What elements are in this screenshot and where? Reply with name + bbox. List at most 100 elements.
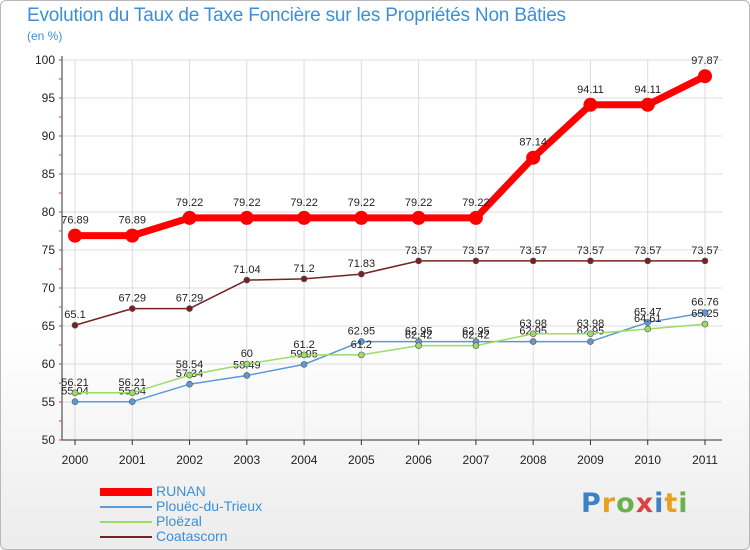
data-point-runan xyxy=(125,228,140,243)
y-tick-label: 80 xyxy=(42,205,56,219)
data-label-plo-zal: 63.98 xyxy=(519,318,547,330)
data-label-coatascorn: 73.57 xyxy=(519,245,547,257)
data-point-plou-c-du-trieux xyxy=(529,338,537,345)
data-point-plou-c-du-trieux xyxy=(128,398,136,405)
data-point-runan xyxy=(583,97,598,112)
x-tick-label: 2004 xyxy=(291,453,318,467)
data-label-runan: 87.14 xyxy=(519,137,547,149)
x-tick-label: 2005 xyxy=(348,453,375,467)
y-tick-label: 75 xyxy=(42,243,56,257)
data-point-coatascorn xyxy=(587,257,594,265)
data-label-coatascorn: 73.57 xyxy=(405,245,433,257)
data-label-runan: 79.22 xyxy=(233,197,261,209)
data-label-runan: 94.11 xyxy=(634,84,661,96)
legend-swatch xyxy=(100,520,152,523)
data-point-coatascorn xyxy=(243,276,251,284)
data-label-plo-zal: 60 xyxy=(241,348,253,360)
logo-letter: i xyxy=(654,488,665,519)
legend-label: RUNAN xyxy=(156,483,206,499)
data-label-plou-c-du-trieux: 62.95 xyxy=(462,326,490,338)
data-point-plo-zal xyxy=(529,330,537,338)
data-point-runan xyxy=(411,210,426,225)
logo-letter: i xyxy=(678,488,689,519)
y-tick-label: 50 xyxy=(42,433,56,447)
data-point-plou-c-du-trieux xyxy=(701,309,709,316)
legend-swatch xyxy=(100,505,152,508)
chart-subtitle: (en %) xyxy=(27,29,63,43)
data-label-plo-zal: 61.2 xyxy=(293,339,314,351)
data-label-runan: 76.89 xyxy=(119,215,147,227)
legend-swatch xyxy=(100,487,152,496)
data-point-plo-zal xyxy=(186,371,193,379)
data-label-coatascorn: 71.04 xyxy=(233,264,261,276)
data-point-plo-zal xyxy=(300,351,308,359)
legend-label: Plouëc-du-Trieux xyxy=(156,498,263,514)
data-point-coatascorn xyxy=(415,257,422,265)
data-point-runan xyxy=(640,97,655,112)
y-tick-label: 95 xyxy=(42,91,56,105)
x-tick-label: 2002 xyxy=(176,453,203,467)
y-tick-label: 100 xyxy=(35,53,55,67)
data-point-plo-zal xyxy=(243,360,251,368)
data-label-coatascorn: 73.57 xyxy=(634,245,662,257)
data-point-plou-c-du-trieux xyxy=(300,361,308,368)
chart-title: Evolution du Taux de Taxe Foncière sur l… xyxy=(27,5,566,26)
x-tick-label: 2008 xyxy=(520,453,547,467)
x-tick-label: 2003 xyxy=(233,453,260,467)
x-tick-label: 2009 xyxy=(577,453,604,467)
data-label-plo-zal: 56.21 xyxy=(61,377,89,389)
x-tick-label: 2007 xyxy=(463,453,490,467)
y-tick-label: 85 xyxy=(42,167,56,181)
x-tick-label: 2006 xyxy=(405,453,432,467)
data-point-runan xyxy=(297,210,312,225)
data-label-runan: 79.22 xyxy=(290,197,318,209)
data-point-plo-zal xyxy=(472,342,480,349)
data-point-plou-c-du-trieux xyxy=(243,372,251,379)
legend-item-plou-c-du-trieux: Plouëc-du-Trieux xyxy=(100,499,262,514)
data-label-plou-c-du-trieux: 65.47 xyxy=(634,306,662,318)
legend-item-coatascorn: Coatascorn xyxy=(100,529,262,544)
data-point-coatascorn xyxy=(71,321,79,329)
data-label-runan: 79.22 xyxy=(348,197,376,209)
x-tick-label: 2000 xyxy=(62,453,89,467)
chart-legend: RUNAN Plouëc-du-Trieux Ploëzal Coatascorn xyxy=(100,484,262,544)
data-label-coatascorn: 73.57 xyxy=(462,245,490,257)
legend-label: Ploëzal xyxy=(156,513,202,529)
legend-item-plo-zal: Ploëzal xyxy=(100,514,262,529)
data-point-coatascorn xyxy=(300,275,308,283)
data-label-coatascorn: 67.29 xyxy=(119,293,147,305)
data-point-runan xyxy=(354,210,369,225)
data-label-coatascorn: 71.2 xyxy=(293,263,314,275)
y-tick-label: 70 xyxy=(42,281,56,295)
data-label-coatascorn: 71.83 xyxy=(348,258,376,270)
data-point-plo-zal xyxy=(71,389,79,397)
data-label-coatascorn: 65.1 xyxy=(64,309,85,321)
data-label-runan: 79.22 xyxy=(405,197,433,209)
data-label-plo-zal: 56.21 xyxy=(119,377,147,389)
series-line-plo-zal xyxy=(75,323,706,394)
logo-letter: x xyxy=(635,488,655,519)
logo-letter: r xyxy=(601,488,617,519)
data-point-plou-c-du-trieux xyxy=(644,319,652,326)
data-label-plo-zal: 62.42 xyxy=(405,330,433,342)
data-label-coatascorn: 67.29 xyxy=(176,293,204,305)
data-label-plo-zal: 63.98 xyxy=(577,318,605,330)
data-point-coatascorn xyxy=(529,257,537,265)
series-line-coatascorn xyxy=(74,260,705,326)
data-point-plou-c-du-trieux xyxy=(587,338,594,345)
data-label-plo-zal: 64.61 xyxy=(634,313,662,325)
data-point-coatascorn xyxy=(644,257,652,265)
data-label-runan: 97.87 xyxy=(691,55,719,67)
data-label-runan: 76.89 xyxy=(61,215,89,227)
series-line-plou-c-du-trieux xyxy=(75,311,706,403)
x-tick-label: 2001 xyxy=(119,453,146,467)
data-point-runan xyxy=(239,210,254,225)
data-point-coatascorn xyxy=(701,257,709,265)
logo-letter: P xyxy=(581,488,602,519)
data-point-plou-c-du-trieux xyxy=(71,398,79,405)
data-point-plo-zal xyxy=(644,325,652,333)
x-tick-label: 2010 xyxy=(634,453,661,467)
data-point-runan xyxy=(182,210,197,225)
